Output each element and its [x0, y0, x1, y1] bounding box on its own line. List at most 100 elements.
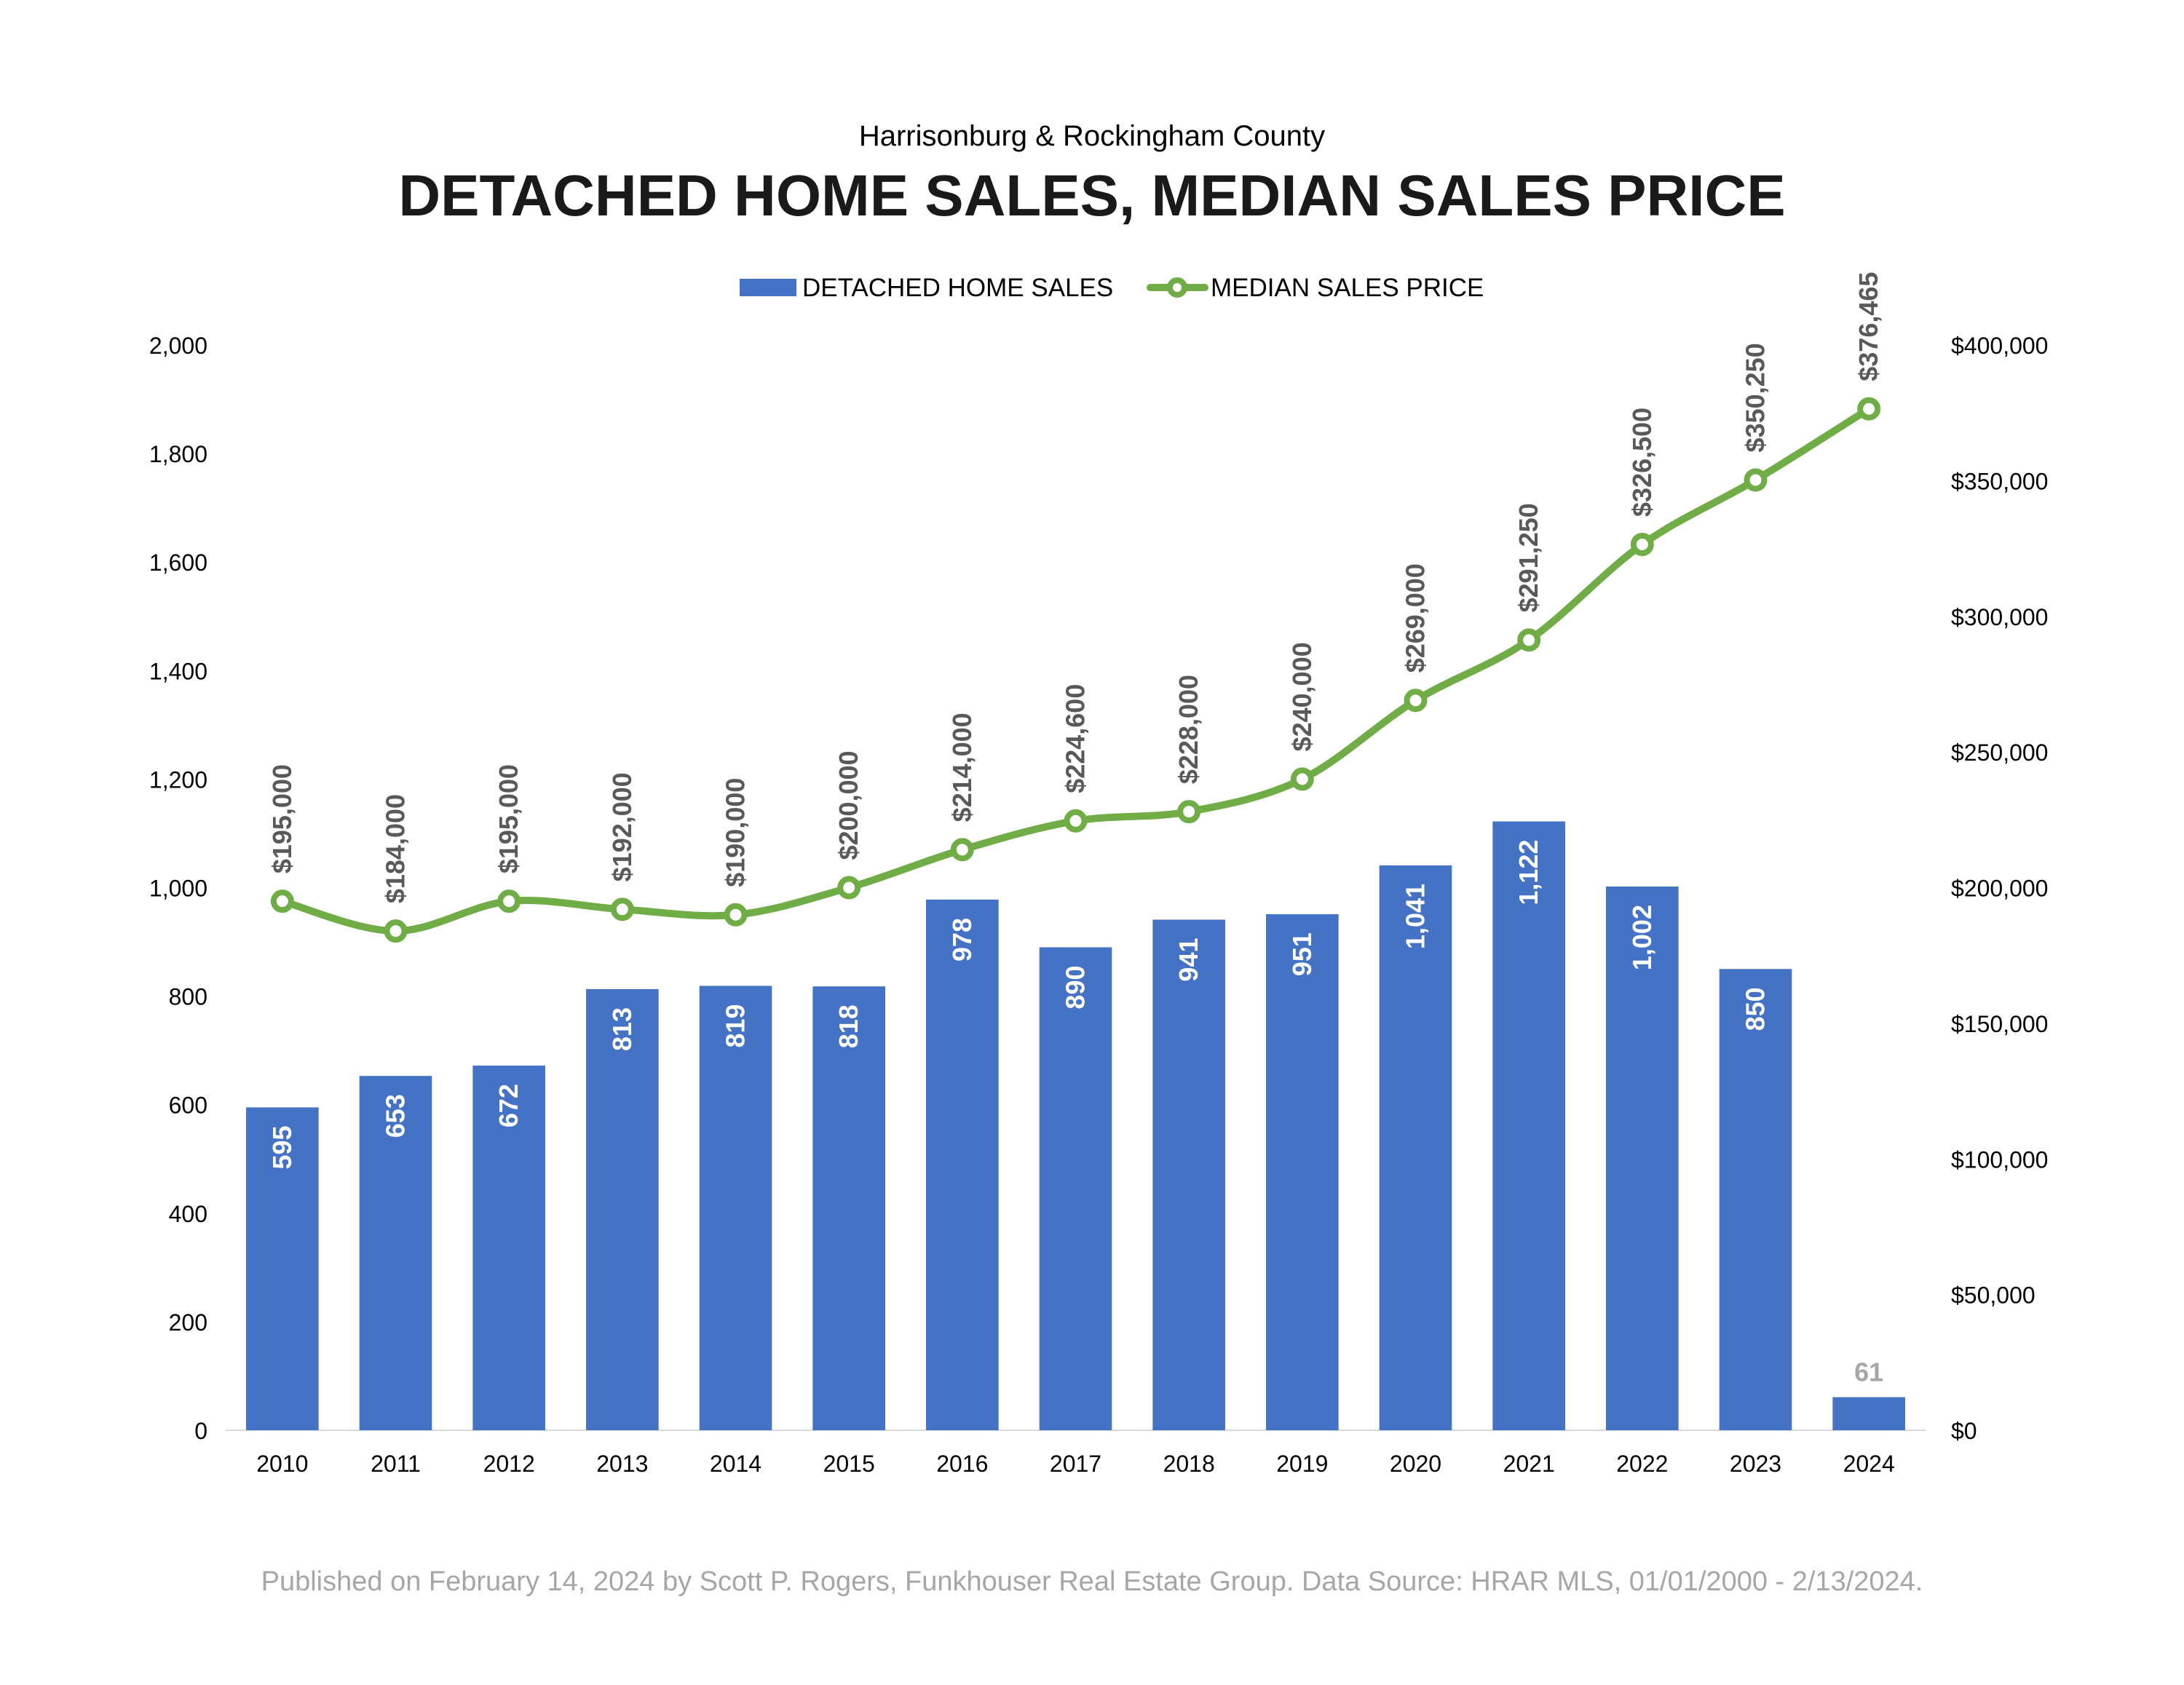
- bar-2024: [1832, 1397, 1905, 1430]
- price-label-2015: $200,000: [834, 750, 863, 860]
- bar-label-2012: 672: [494, 1084, 523, 1127]
- chart-subtitle: Harrisonburg & Rockingham County: [859, 120, 1325, 152]
- x-tick-label-2019: 2019: [1276, 1451, 1328, 1477]
- bar-label-2017: 890: [1061, 966, 1091, 1010]
- left-axis-tick-label: 2,000: [149, 333, 207, 359]
- left-axis-tick-label: 800: [169, 984, 207, 1010]
- left-axis-tick-label: 1,800: [149, 441, 207, 467]
- footer-note: Published on February 14, 2024 by Scott …: [261, 1566, 1923, 1597]
- bar-label-2013: 813: [607, 1007, 637, 1051]
- bar-2015: [812, 986, 885, 1430]
- price-marker-2015: [837, 876, 861, 900]
- price-label-2020: $269,000: [1401, 563, 1431, 673]
- bar-2013: [586, 988, 659, 1430]
- legend-label-line: MEDIAN SALES PRICE: [1211, 274, 1484, 302]
- bar-label-2015: 818: [834, 1004, 863, 1048]
- x-tick-label-2020: 2020: [1390, 1451, 1441, 1477]
- left-axis-tick-label: 0: [194, 1418, 207, 1444]
- bar-label-2020: 1,041: [1401, 884, 1431, 949]
- right-axis-tick-label: $400,000: [1951, 333, 2048, 359]
- price-label-2012: $195,000: [494, 764, 523, 873]
- price-marker-2012: [497, 889, 521, 913]
- right-axis-tick-label: $150,000: [1951, 1011, 2048, 1037]
- bar-data-labels: 595 653 672 813 819 818 978 890 941 951 1,041 1,122…: [267, 840, 1883, 1387]
- price-label-2019: $240,000: [1287, 642, 1317, 751]
- bar-2019: [1266, 914, 1339, 1430]
- left-axis-tick-label: 1,400: [149, 658, 207, 684]
- x-axis-ticks: 2010 2011 2012 2013 2014 2015 2016 2017 2018 2019…: [256, 1451, 1895, 1477]
- price-label-2014: $190,000: [721, 778, 751, 887]
- chart-title: DETACHED HOME SALES, MEDIAN SALES PRICE: [398, 163, 1785, 228]
- bar-2010: [246, 1107, 319, 1430]
- left-axis-tick-label: 200: [169, 1309, 207, 1336]
- right-axis-tick-label: $350,000: [1951, 468, 2048, 494]
- bar-label-2019: 951: [1287, 932, 1317, 976]
- left-axis-tick-label: 600: [169, 1093, 207, 1119]
- price-label-2018: $228,000: [1174, 675, 1203, 784]
- x-tick-label-2017: 2017: [1050, 1451, 1101, 1477]
- price-marker-2020: [1404, 689, 1428, 713]
- bar-label-2011: 653: [381, 1094, 411, 1138]
- price-marker-2010: [270, 889, 294, 913]
- left-axis-tick-label: 1,000: [149, 876, 207, 902]
- x-tick-label-2013: 2013: [596, 1451, 648, 1477]
- price-marker-2023: [1744, 468, 1768, 492]
- price-marker-2018: [1177, 800, 1201, 824]
- price-line: [278, 405, 1873, 935]
- price-marker-2024: [1857, 397, 1881, 421]
- price-marker-2022: [1630, 532, 1654, 556]
- x-tick-label-2021: 2021: [1503, 1451, 1555, 1477]
- price-marker-2011: [384, 919, 408, 943]
- left-axis-tick-label: 400: [169, 1201, 207, 1227]
- bar-label-2010: 595: [267, 1125, 297, 1169]
- price-marker-2013: [610, 897, 634, 921]
- x-tick-label-2010: 2010: [256, 1451, 308, 1477]
- bar-2023: [1719, 969, 1792, 1430]
- bar-label-2024: 61: [1854, 1357, 1883, 1387]
- legend-label-bar: DETACHED HOME SALES: [802, 274, 1113, 302]
- price-label-2011: $184,000: [381, 794, 411, 903]
- right-axis-tick-label: $50,000: [1951, 1282, 2035, 1309]
- price-label-2016: $214,000: [947, 713, 977, 822]
- legend-line-marker: [1167, 277, 1187, 298]
- price-marker-2014: [724, 903, 748, 927]
- right-axis-tick-label: $100,000: [1951, 1146, 2048, 1173]
- bar-label-2014: 819: [721, 1004, 751, 1047]
- price-label-2023: $350,250: [1741, 343, 1770, 452]
- price-label-2021: $291,250: [1514, 503, 1543, 612]
- left-axis: 0 200 400 600 800 1,000 1,200 1,400 1,600 1,800 2,…: [149, 333, 207, 1444]
- bar-2020: [1379, 865, 1452, 1430]
- x-tick-label-2018: 2018: [1163, 1451, 1215, 1477]
- right-axis-tick-label: $0: [1951, 1418, 1977, 1444]
- bar-2018: [1152, 919, 1225, 1430]
- legend-bar-swatch: [740, 279, 796, 296]
- x-tick-label-2024: 2024: [1843, 1451, 1895, 1477]
- x-tick-label-2012: 2012: [483, 1451, 535, 1477]
- price-marker-2017: [1064, 809, 1088, 833]
- price-marker-2019: [1290, 767, 1314, 791]
- bar-2012: [472, 1066, 545, 1430]
- price-marker-2016: [950, 838, 974, 862]
- x-tick-label-2023: 2023: [1730, 1451, 1781, 1477]
- right-axis-tick-label: $300,000: [1951, 604, 2048, 630]
- price-label-2024: $376,465: [1853, 272, 1883, 381]
- bar-label-2021: 1,122: [1514, 840, 1543, 905]
- x-tick-label-2014: 2014: [710, 1451, 761, 1477]
- bar-2011: [359, 1076, 432, 1430]
- right-axis-tick-label: $200,000: [1951, 876, 2048, 902]
- price-label-2017: $224,600: [1061, 684, 1091, 793]
- price-label-2010: $195,000: [267, 764, 297, 873]
- bar-series: [246, 821, 1905, 1430]
- x-tick-label-2022: 2022: [1616, 1451, 1668, 1477]
- right-axis: $0 $50,000 $100,000 $150,000 $200,000 $250,00…: [1951, 333, 2048, 1444]
- x-tick-label-2015: 2015: [823, 1451, 875, 1477]
- bar-label-2023: 850: [1741, 987, 1770, 1031]
- price-markers: [270, 397, 1881, 943]
- bar-2022: [1606, 887, 1679, 1430]
- price-label-2013: $192,000: [607, 772, 637, 881]
- bar-2014: [699, 986, 772, 1430]
- bar-label-2018: 941: [1174, 937, 1203, 981]
- bar-2021: [1492, 821, 1565, 1430]
